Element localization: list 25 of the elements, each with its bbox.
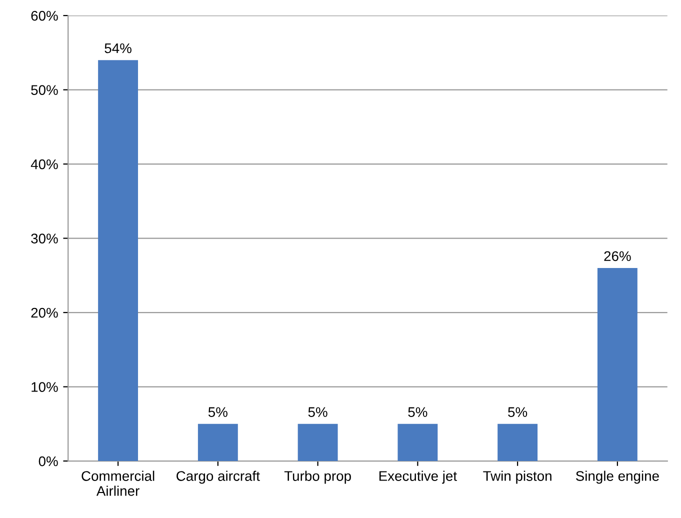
- y-tick-label: 40%: [30, 159, 58, 170]
- y-tick-label: 0%: [38, 456, 58, 466]
- data-label: 5%: [208, 407, 228, 417]
- x-tick-label: Single engine: [576, 470, 659, 484]
- x-tick-label: Executive jet: [379, 470, 457, 484]
- y-tick-label: 50%: [31, 85, 58, 95]
- y-tick-label: 10%: [32, 382, 58, 392]
- data-label: 26%: [604, 251, 631, 262]
- bar: [398, 424, 438, 462]
- data-label: 5%: [508, 407, 528, 417]
- y-tick-label: 60%: [31, 10, 58, 21]
- x-tick-label: Cargo aircraft: [176, 470, 260, 484]
- bar: [198, 424, 238, 462]
- bar: [498, 424, 538, 462]
- x-tick-label: Commercial Airliner: [82, 470, 154, 496]
- bar: [98, 60, 138, 462]
- y-tick-label: 20%: [31, 308, 58, 318]
- data-label: 5%: [408, 407, 428, 417]
- bar: [597, 268, 638, 462]
- x-tick-label: Twin piston: [483, 470, 552, 484]
- y-tick-label: 30%: [31, 234, 58, 244]
- data-label: 5%: [308, 407, 328, 417]
- x-tick-label: Turbo prop: [284, 470, 351, 484]
- data-label: 54%: [104, 43, 132, 54]
- bar: [298, 424, 338, 462]
